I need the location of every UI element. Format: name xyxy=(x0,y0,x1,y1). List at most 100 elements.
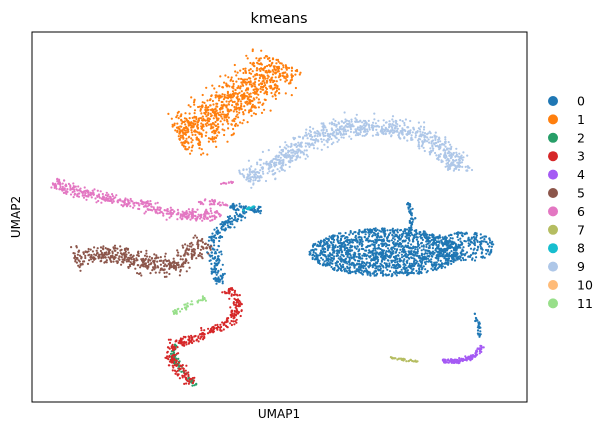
point-cluster-0 xyxy=(404,229,407,233)
point-cluster-1 xyxy=(220,113,224,116)
point-cluster-0 xyxy=(388,239,391,242)
point-cluster-1 xyxy=(242,97,245,100)
point-cluster-0 xyxy=(425,234,428,237)
point-cluster-3 xyxy=(214,324,217,327)
point-cluster-1 xyxy=(198,141,202,144)
point-cluster-0 xyxy=(436,267,440,270)
point-cluster-5 xyxy=(127,251,130,254)
point-cluster-0 xyxy=(480,247,483,250)
point-cluster-0 xyxy=(383,228,386,231)
point-cluster-0 xyxy=(405,232,408,235)
point-cluster-6 xyxy=(61,189,64,192)
point-cluster-0 xyxy=(392,240,395,244)
point-cluster-0 xyxy=(384,232,387,235)
point-cluster-1 xyxy=(227,103,230,106)
point-cluster-0 xyxy=(447,241,450,244)
point-cluster-0 xyxy=(326,244,329,247)
point-cluster-0 xyxy=(229,205,232,208)
point-cluster-0 xyxy=(313,258,317,261)
point-cluster-0 xyxy=(212,239,216,242)
point-cluster-1 xyxy=(190,137,193,140)
point-cluster-6 xyxy=(59,185,62,189)
point-cluster-6 xyxy=(65,190,69,193)
point-cluster-1 xyxy=(231,100,234,104)
point-cluster-1 xyxy=(290,69,293,72)
point-cluster-1 xyxy=(251,99,254,102)
point-cluster-0 xyxy=(339,242,342,245)
point-cluster-1 xyxy=(234,124,237,128)
point-cluster-1 xyxy=(284,80,287,83)
point-cluster-0 xyxy=(407,242,410,245)
point-cluster-1 xyxy=(177,110,180,113)
point-cluster-0 xyxy=(347,239,350,242)
point-cluster-0 xyxy=(366,273,369,276)
point-cluster-0 xyxy=(420,261,423,264)
point-cluster-1 xyxy=(210,94,213,98)
point-cluster-1 xyxy=(176,129,179,132)
point-cluster-9 xyxy=(398,132,401,135)
point-cluster-5 xyxy=(78,260,81,263)
point-cluster-5 xyxy=(136,251,140,254)
point-cluster-6 xyxy=(129,205,132,208)
point-cluster-6 xyxy=(144,204,147,207)
point-cluster-0 xyxy=(351,232,354,235)
point-cluster-1 xyxy=(285,66,288,70)
point-cluster-0 xyxy=(326,264,329,267)
point-cluster-3 xyxy=(168,347,171,350)
point-cluster-0 xyxy=(372,258,375,262)
point-cluster-1 xyxy=(248,98,251,102)
point-cluster-0 xyxy=(367,251,370,254)
point-cluster-5 xyxy=(179,258,182,261)
point-cluster-0 xyxy=(370,240,373,243)
point-cluster-1 xyxy=(224,104,227,107)
point-cluster-6 xyxy=(196,208,199,211)
point-cluster-0 xyxy=(431,247,434,250)
point-cluster-0 xyxy=(221,221,224,224)
point-cluster-5 xyxy=(120,256,123,259)
point-cluster-1 xyxy=(253,106,256,109)
point-cluster-3 xyxy=(238,294,241,297)
point-cluster-1 xyxy=(188,117,191,120)
point-cluster-3 xyxy=(235,293,238,296)
point-cluster-0 xyxy=(238,202,241,205)
point-cluster-1 xyxy=(286,75,289,78)
point-cluster-1 xyxy=(249,68,252,71)
point-cluster-3 xyxy=(189,377,192,380)
point-cluster-9 xyxy=(419,138,422,141)
point-cluster-0 xyxy=(394,261,397,264)
point-cluster-9 xyxy=(374,122,377,125)
point-cluster-1 xyxy=(268,70,271,73)
point-cluster-5 xyxy=(179,255,182,258)
point-cluster-0 xyxy=(442,242,445,245)
point-cluster-0 xyxy=(379,271,382,275)
point-cluster-0 xyxy=(393,247,396,250)
point-cluster-1 xyxy=(221,110,224,113)
point-cluster-9 xyxy=(365,132,369,135)
point-cluster-0 xyxy=(327,255,330,258)
point-cluster-5 xyxy=(206,243,209,246)
point-cluster-6 xyxy=(112,197,116,200)
point-cluster-0 xyxy=(383,235,386,238)
point-cluster-0 xyxy=(324,263,327,266)
point-cluster-6 xyxy=(158,206,161,209)
point-cluster-1 xyxy=(230,109,233,112)
point-cluster-0 xyxy=(317,245,320,248)
point-cluster-0 xyxy=(346,262,349,265)
point-cluster-3 xyxy=(230,315,233,319)
point-cluster-1 xyxy=(188,112,191,115)
point-cluster-0 xyxy=(418,232,421,235)
point-cluster-0 xyxy=(434,267,437,271)
point-cluster-0 xyxy=(318,254,322,257)
point-cluster-1 xyxy=(207,137,210,140)
point-cluster-6 xyxy=(218,201,221,204)
point-cluster-3 xyxy=(197,336,200,339)
point-cluster-6 xyxy=(224,182,227,185)
point-cluster-1 xyxy=(200,148,203,151)
point-cluster-1 xyxy=(263,56,266,60)
point-cluster-0 xyxy=(405,237,409,240)
point-cluster-1 xyxy=(219,120,222,123)
point-cluster-0 xyxy=(312,249,315,252)
point-cluster-0 xyxy=(336,238,339,241)
point-cluster-6 xyxy=(127,199,130,202)
point-cluster-9 xyxy=(363,134,366,137)
